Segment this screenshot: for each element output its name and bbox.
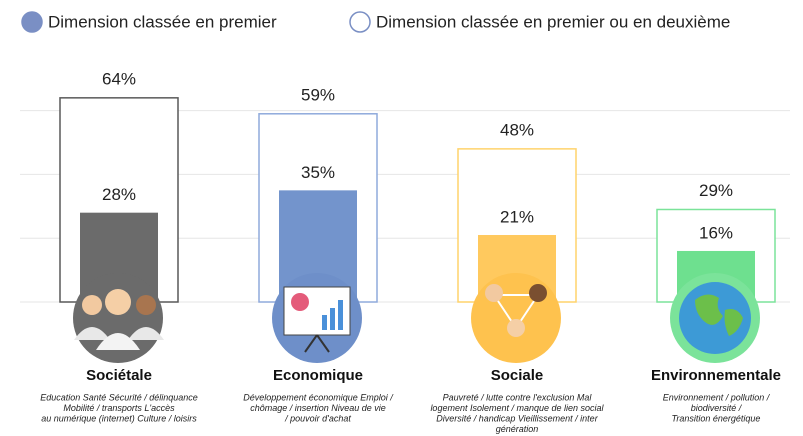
category-description: logement Isolement / manque de lien soci… [430, 403, 604, 413]
value-label: 21% [500, 207, 534, 226]
icon-sociale [471, 273, 561, 363]
category-label: Sociétale [86, 367, 152, 384]
icon-societale [73, 273, 164, 363]
value-label: 35% [301, 163, 335, 182]
category-description: Développement économique Emploi / [243, 392, 394, 402]
category-label: Economique [273, 367, 363, 384]
category-description: Environnement / pollution / [663, 392, 771, 402]
category-label: Environnementale [651, 367, 781, 384]
category-description: biodiversité / [691, 403, 743, 413]
legend-label: Dimension classée en premier ou en deuxi… [376, 12, 730, 31]
value-label: 28% [102, 185, 136, 204]
category-description: génération [496, 424, 539, 434]
labels: 64% 28% Sociétale Education Santé Sécurité … [40, 69, 781, 434]
category-description: / pouvoir d'achat [284, 413, 351, 423]
category-description: au numérique (internet) Culture / loisir… [41, 413, 197, 423]
value-label: 16% [699, 223, 733, 242]
legend-label: Dimension classée en premier [48, 12, 277, 31]
category-description: Education Santé Sécurité / délinquance [40, 392, 198, 402]
value-label: 48% [500, 120, 534, 139]
legend-marker [21, 11, 43, 33]
icon-economique [272, 273, 362, 363]
value-label: 64% [102, 69, 136, 88]
category-description: Mobilité / transports L'accès [63, 403, 175, 413]
bars [59, 97, 776, 303]
value-label: 59% [301, 85, 335, 104]
category-description: chômage / insertion Niveau de vie [250, 403, 386, 413]
value-label: 29% [699, 181, 733, 200]
legend-marker [349, 11, 371, 33]
category-description: Pauvreté / lutte contre l'exclusion Mal [443, 392, 593, 402]
category-description: Transition énergétique [672, 413, 761, 423]
category-label: Sociale [491, 367, 544, 384]
legend: Dimension classée en premier Dimension cl… [21, 11, 730, 33]
category-description: Diversité / handicap Vieillissement / in… [436, 413, 598, 423]
icon-environnementale [670, 273, 760, 363]
